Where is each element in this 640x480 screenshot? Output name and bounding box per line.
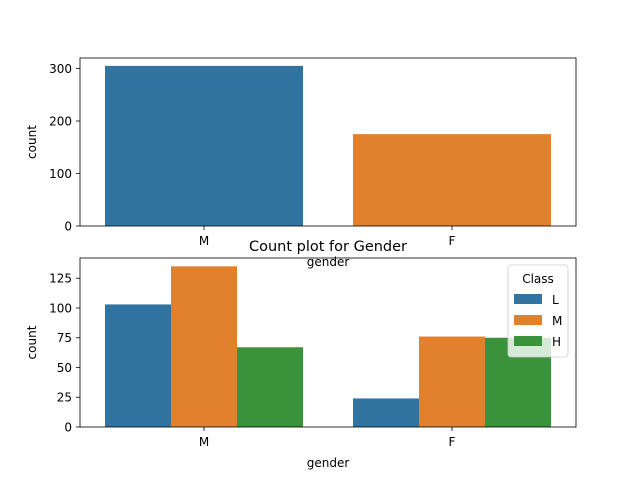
y-tick-label: 0 xyxy=(64,220,72,234)
bar-f xyxy=(353,134,551,226)
legend-label-l: L xyxy=(552,293,559,307)
bar-m xyxy=(105,65,303,226)
chart-title: Count plot for Gender xyxy=(249,239,407,255)
legend-box xyxy=(507,264,569,358)
x-axis-label: gender xyxy=(307,456,350,470)
y-tick-label: 50 xyxy=(57,361,72,375)
y-tick-label: 0 xyxy=(64,421,72,435)
bar-f-m xyxy=(419,336,485,427)
x-tick-label: M xyxy=(199,234,209,248)
legend-swatch-h xyxy=(514,336,542,346)
axes-frame xyxy=(79,57,577,227)
legend-swatch-m xyxy=(514,315,542,325)
bar-m-h xyxy=(237,347,303,427)
bar-m-m xyxy=(171,266,237,427)
x-tick-label: F xyxy=(449,234,456,248)
legend-label-m: M xyxy=(552,314,562,328)
legend-label-h: H xyxy=(552,335,561,349)
y-axis-label: count xyxy=(25,125,39,159)
x-tick-label: M xyxy=(199,435,209,449)
y-tick-label: 100 xyxy=(49,301,72,315)
y-axis-label: count xyxy=(25,325,39,359)
bar-m-l xyxy=(105,304,171,427)
x-tick-label: F xyxy=(449,435,456,449)
chart-top: M F 0 100 200 300 count gender xyxy=(25,57,577,269)
axes-frame xyxy=(79,257,577,428)
y-tick-label: 25 xyxy=(57,391,72,405)
y-tick-label: 200 xyxy=(49,115,72,129)
y-tick-label: 75 xyxy=(57,331,72,345)
bar-f-l xyxy=(353,398,419,427)
y-tick-label: 125 xyxy=(49,272,72,286)
legend-title: Class xyxy=(522,272,554,286)
y-tick-label: 300 xyxy=(49,62,72,76)
x-axis-label: gender xyxy=(307,255,350,269)
y-tick-label: 100 xyxy=(49,167,72,181)
legend-swatch-l xyxy=(514,294,542,304)
legend: Class LMH xyxy=(507,264,569,358)
